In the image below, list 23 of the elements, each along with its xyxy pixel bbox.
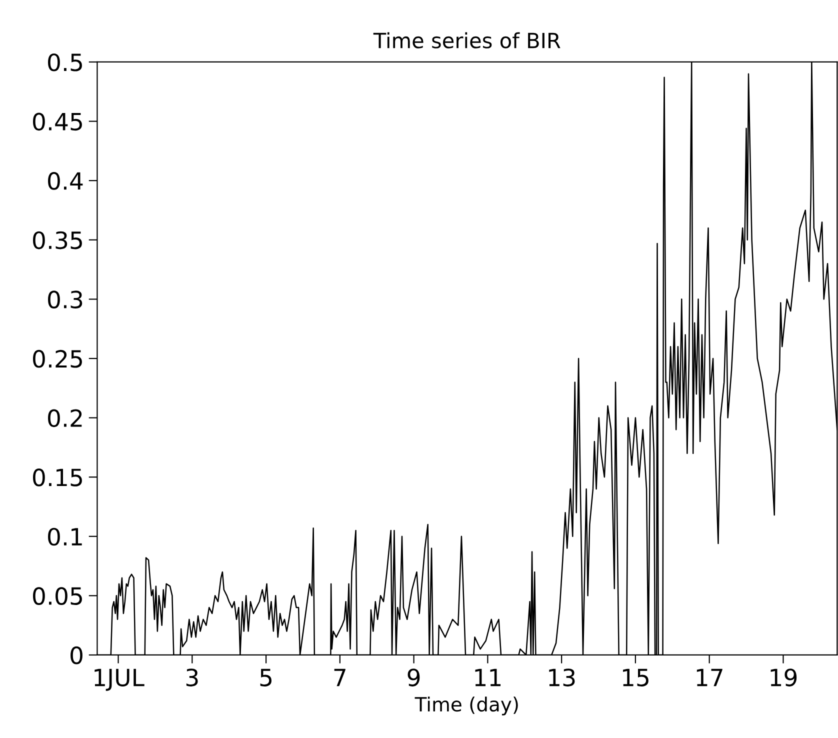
x-tick-label: 7 — [334, 668, 346, 686]
x-tick-label: 3 — [186, 668, 198, 686]
y-tick-label: 0.3 — [48, 290, 82, 308]
x-tick-label: 15 — [623, 668, 648, 686]
y-tick-label: 0.1 — [48, 528, 82, 546]
y-tick-label: 0.4 — [48, 172, 83, 190]
x-tick-label: 13 — [549, 668, 575, 686]
y-tick-label: 0.35 — [33, 231, 82, 250]
chart-title: Time series of BIR — [373, 32, 560, 48]
y-tick-label: 0.05 — [33, 587, 82, 605]
x-tick-label: 11 — [475, 668, 501, 686]
y-tick-label: 0 — [70, 646, 82, 664]
y-tick-label: 0.5 — [48, 53, 82, 72]
y-tick-label: 0.45 — [33, 112, 82, 131]
y-tick-label: 0.2 — [48, 409, 82, 428]
x-tick-label: 19 — [770, 668, 797, 686]
x-tick-label: 17 — [696, 668, 722, 686]
x-tick-label: 9 — [408, 668, 420, 686]
x-tick-label: 5 — [260, 668, 272, 686]
y-tick-label: 0.25 — [33, 350, 82, 368]
x-tick-label: 1JUL — [94, 668, 144, 691]
x-axis-title: Time (day) — [414, 696, 518, 716]
y-tick-label: 0.15 — [33, 468, 82, 486]
